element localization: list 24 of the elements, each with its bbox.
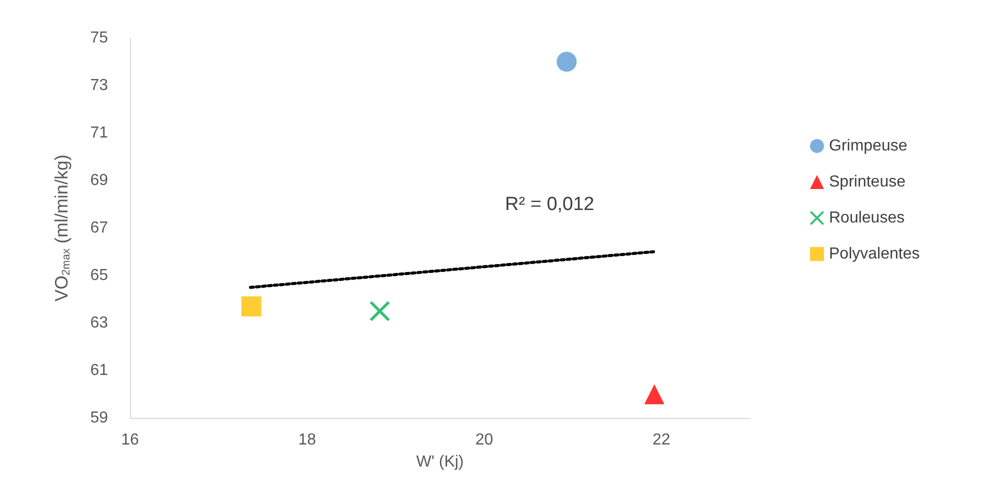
y-tick-label: 63	[90, 314, 108, 332]
y-tick-label: 67	[90, 220, 108, 236]
y-tick-label: 59	[90, 410, 108, 426]
legend-label: Grimpeuse	[829, 138, 908, 154]
legend-label: Sprinteuse	[829, 174, 906, 190]
x-axis-title: W' (Kj)	[416, 454, 464, 470]
annotation: R² = 0,012	[505, 194, 594, 215]
point	[241, 296, 262, 316]
x-tick-label: 20	[475, 432, 494, 448]
point	[556, 52, 577, 72]
point	[370, 301, 390, 322]
y-tick-label: 73	[90, 77, 108, 94]
y-axis-title: VO2max (ml/min/kg)	[52, 154, 72, 302]
y-tick-label: 69	[90, 172, 108, 189]
legend-label: Polyvalentes	[829, 246, 920, 262]
y-tick-label: 75	[90, 30, 108, 46]
legend-label: Rouleuses	[829, 210, 905, 226]
y-tick-label: 71	[90, 124, 108, 142]
x-tick-label: 22	[652, 432, 670, 448]
x-tick-label: 18	[298, 432, 316, 448]
point	[644, 384, 664, 404]
x-tick-label: 16	[121, 432, 139, 448]
y-tick-label: 61	[90, 362, 108, 379]
y-tick-label: 65	[90, 267, 108, 284]
